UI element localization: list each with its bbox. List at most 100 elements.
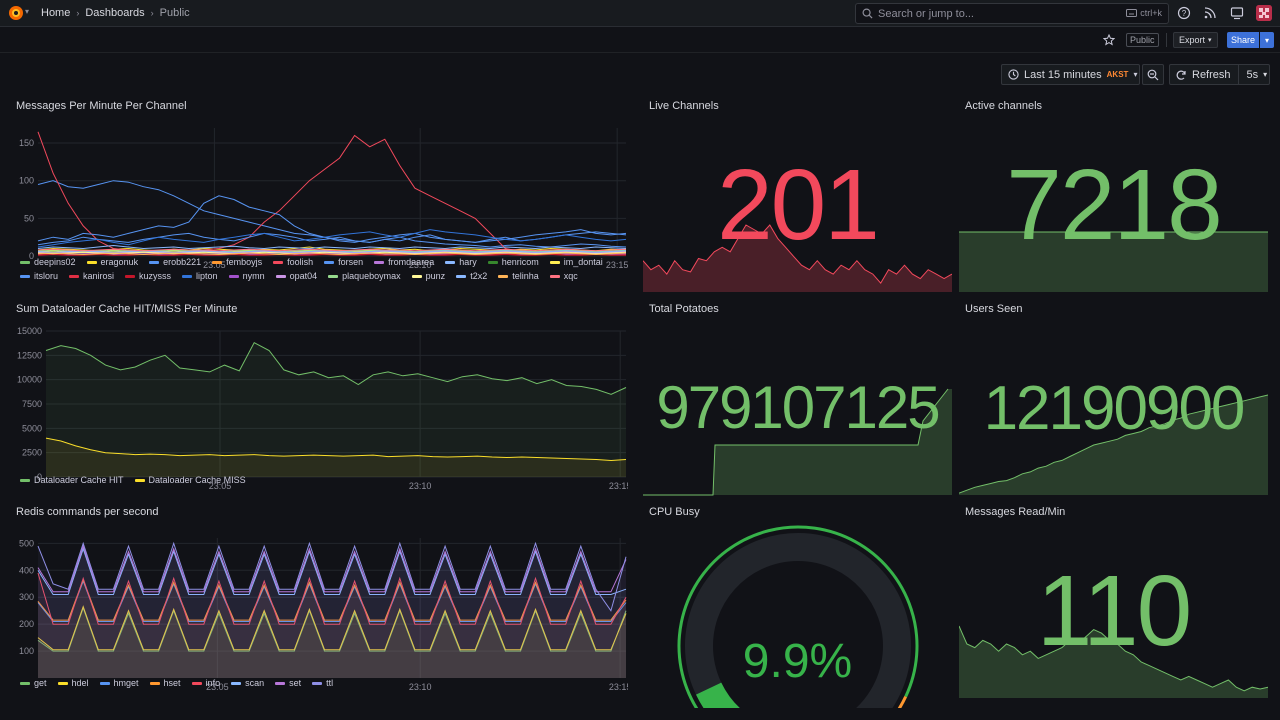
legend-item-fromdaarea[interactable]: fromdaarea: [374, 257, 434, 267]
redis-timeseries-chart[interactable]: 100 200 300 400 500 23:05 23:10 23:15: [16, 526, 628, 694]
legend-item-hset[interactable]: hset: [149, 678, 181, 688]
legend-item-forsen[interactable]: forsen: [324, 257, 363, 267]
legend-item-info[interactable]: info: [191, 678, 220, 688]
legend-swatch: [149, 681, 160, 685]
chevron-right-icon: ›: [150, 8, 154, 18]
legend-swatch: [228, 274, 239, 278]
legend-label: itsloru: [34, 271, 59, 281]
legend-item-itsloru[interactable]: itsloru: [20, 271, 58, 281]
legend-item-hmget[interactable]: hmget: [99, 678, 139, 688]
sparkline-line: [643, 388, 949, 496]
refresh-icon: [1176, 70, 1186, 80]
panel-active-channels[interactable]: Active channels 7218: [959, 100, 1268, 293]
legend-label: scan: [245, 678, 265, 688]
kiosk-monitor-icon[interactable]: [1230, 6, 1244, 20]
panel-cache-hit-miss[interactable]: Sum Dataloader Cache HIT/MISS Per Minute…: [16, 303, 628, 493]
time-range-picker[interactable]: Last 15 minutes AKST ▾: [1001, 64, 1140, 85]
legend-item-nymn[interactable]: nymn: [228, 271, 265, 281]
legend-item-im_dontai[interactable]: im_dontai: [549, 257, 603, 267]
panel-cpu-busy[interactable]: CPU Busy 9.9%: [643, 506, 952, 708]
legend-item-telinha[interactable]: telinha: [498, 271, 539, 281]
panel-live-channels[interactable]: Live Channels 201: [643, 100, 952, 293]
legend-label: get: [34, 678, 47, 688]
stat-value: 12190900: [983, 374, 1246, 443]
clock-icon: [1008, 69, 1019, 80]
star-icon[interactable]: [1103, 34, 1115, 46]
y-tick-label: 400: [19, 565, 34, 575]
legend-item-xqc[interactable]: xqc: [549, 271, 578, 281]
timezone-label: AKST: [1106, 70, 1129, 79]
legend-item-deepins02[interactable]: deepins02: [20, 257, 76, 267]
legend-item-hdel[interactable]: hdel: [57, 678, 89, 688]
panel-title: Users Seen: [965, 303, 1023, 315]
search-bar[interactable]: ctrl+k: [855, 3, 1169, 24]
avatar-image-icon: [1256, 5, 1272, 21]
help-icon[interactable]: ?: [1177, 6, 1191, 20]
legend-item-Dataloader Cache HIT[interactable]: Dataloader Cache HIT: [20, 475, 124, 485]
search-input[interactable]: [878, 7, 1168, 20]
keyboard-icon: [1126, 9, 1138, 17]
zoom-out-button[interactable]: [1142, 64, 1164, 85]
messages-timeseries-chart[interactable]: 0 50 100 150 23:05 23:10 23:15: [16, 120, 628, 272]
legend-item-femboyjs[interactable]: femboyjs: [212, 257, 262, 267]
panel-title: Sum Dataloader Cache HIT/MISS Per Minute: [16, 303, 238, 315]
y-tick-label: 500: [19, 538, 34, 548]
legend-item-erobb221[interactable]: erobb221: [149, 257, 201, 267]
series-line-kuzysss: [37, 253, 626, 256]
legend-item-punz[interactable]: punz: [411, 271, 445, 281]
chart-legend: Dataloader Cache HIT Dataloader Cache MIS…: [20, 475, 620, 485]
y-tick-label: 0: [29, 251, 34, 261]
y-tick-label: 5000: [22, 423, 42, 433]
legend-item-set[interactable]: set: [275, 678, 301, 688]
panel-title: Messages Read/Min: [965, 506, 1066, 518]
refresh-interval-picker[interactable]: 5s: [1246, 68, 1259, 81]
legend-item-kanirosi[interactable]: kanirosi: [69, 271, 114, 281]
breadcrumb: Home › Dashboards › Public: [41, 7, 190, 19]
legend-item-foolish[interactable]: foolish: [273, 257, 313, 267]
user-avatar[interactable]: [1256, 5, 1272, 21]
panel-messages-per-minute[interactable]: Messages Per Minute Per Channel 0 50 100 15…: [16, 100, 628, 290]
legend-swatch: [20, 681, 30, 685]
legend-item-ttl[interactable]: ttl: [312, 678, 333, 688]
legend-item-henricom[interactable]: henricom: [487, 257, 539, 267]
share-button[interactable]: Share: [1227, 32, 1259, 48]
cache-timeseries-chart[interactable]: 0 2500 5000 7500 10000 12500 15000 23:05 23:10 23…: [16, 323, 628, 493]
y-tick-label: 2500: [22, 448, 42, 458]
sparkline-area: [959, 626, 1268, 698]
legend-label: forsen: [338, 257, 364, 267]
panel-redis-commands[interactable]: Redis commands per second 100 200 300 400 50…: [16, 506, 628, 696]
x-tick-label: 23:05: [209, 481, 232, 491]
legend-item-hary[interactable]: hary: [445, 257, 477, 267]
legend-swatch: [374, 260, 385, 264]
legend-item-lipton[interactable]: lipton: [182, 271, 218, 281]
legend-item-opat04[interactable]: opat04: [275, 271, 317, 281]
legend-item-get[interactable]: get: [20, 678, 47, 688]
panel-users-seen[interactable]: Users Seen 12190900: [959, 303, 1268, 496]
rss-news-icon[interactable]: [1203, 6, 1217, 20]
series-line-lipton: [37, 229, 627, 248]
legend-item-eragonuk[interactable]: eragonuk: [86, 257, 138, 267]
series-area-get: [38, 608, 626, 678]
grafana-logo-icon[interactable]: [8, 5, 24, 21]
gauge-value-arc: [695, 682, 740, 708]
breadcrumb-home[interactable]: Home: [41, 7, 71, 19]
panel-total-potatoes[interactable]: Total Potatoes 979107125: [643, 303, 952, 496]
legend-swatch: [487, 260, 498, 264]
legend-item-t2x2[interactable]: t2x2: [456, 271, 487, 281]
legend-item-kuzysss[interactable]: kuzysss: [125, 271, 171, 281]
refresh-button[interactable]: Refresh 5s ▾: [1169, 64, 1270, 85]
top-navbar: ▾ Home › Dashboards › Public ctrl+k ?: [0, 0, 1280, 27]
legend-swatch: [312, 681, 323, 685]
legend-item-Dataloader Cache MISS[interactable]: Dataloader Cache MISS: [134, 475, 246, 485]
series-line-Dataloader Cache HIT: [45, 342, 627, 395]
export-button[interactable]: Export ▾: [1173, 32, 1218, 48]
legend-item-plaqueboymax[interactable]: plaqueboymax: [328, 271, 401, 281]
share-dropdown-button[interactable]: ▾: [1260, 32, 1274, 48]
legend-item-scan[interactable]: scan: [231, 678, 264, 688]
legend-swatch: [212, 260, 223, 264]
potatoes-sparkline: [643, 388, 952, 496]
chevron-down-icon[interactable]: ▾: [25, 7, 30, 16]
legend-label: Dataloader Cache HIT: [34, 475, 124, 485]
breadcrumb-dashboards[interactable]: Dashboards: [85, 7, 145, 19]
panel-messages-read[interactable]: Messages Read/Min 110: [959, 506, 1268, 699]
